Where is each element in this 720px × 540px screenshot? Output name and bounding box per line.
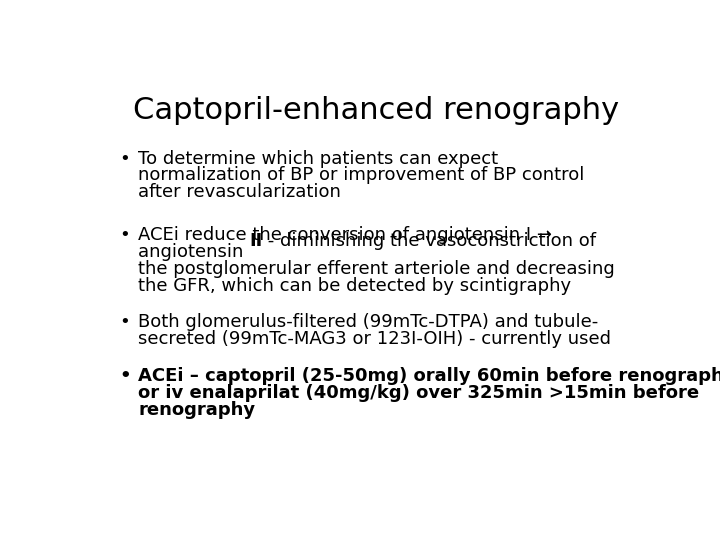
Text: •: • [120,150,130,167]
Text: Captopril-enhanced renography: Captopril-enhanced renography [132,96,618,125]
Text: the postglomerular efferent arteriole and decreasing: the postglomerular efferent arteriole an… [138,260,615,279]
Text: •: • [120,226,130,245]
Text: Both glomerulus-filtered (99mTc-DTPA) and tubule-: Both glomerulus-filtered (99mTc-DTPA) an… [138,313,598,330]
Text: or iv enalaprilat (40mg/kg) over 325min >15min before: or iv enalaprilat (40mg/kg) over 325min … [138,383,699,402]
Text: - diminishing the vasoconstriction of: - diminishing the vasoconstriction of [262,232,596,250]
Text: the GFR, which can be detected by scintigraphy: the GFR, which can be detected by scinti… [138,278,571,295]
Text: II: II [249,232,262,250]
Text: angiotensin: angiotensin [138,244,249,261]
Text: •: • [120,313,130,330]
Text: ACEi reduce the conversion of angiotensin I →: ACEi reduce the conversion of angiotensi… [138,226,552,245]
Text: •: • [120,367,131,384]
Text: ACEi – captopril (25-50mg) orally 60min before renography;: ACEi – captopril (25-50mg) orally 60min … [138,367,720,384]
Text: after revascularization: after revascularization [138,184,341,201]
Text: To determine which patients can expect: To determine which patients can expect [138,150,498,167]
Text: secreted (99mTc-MAG3 or 123I-OIH) - currently used: secreted (99mTc-MAG3 or 123I-OIH) - curr… [138,330,611,348]
Text: normalization of BP or improvement of BP control: normalization of BP or improvement of BP… [138,166,585,185]
Text: renography: renography [138,401,255,418]
